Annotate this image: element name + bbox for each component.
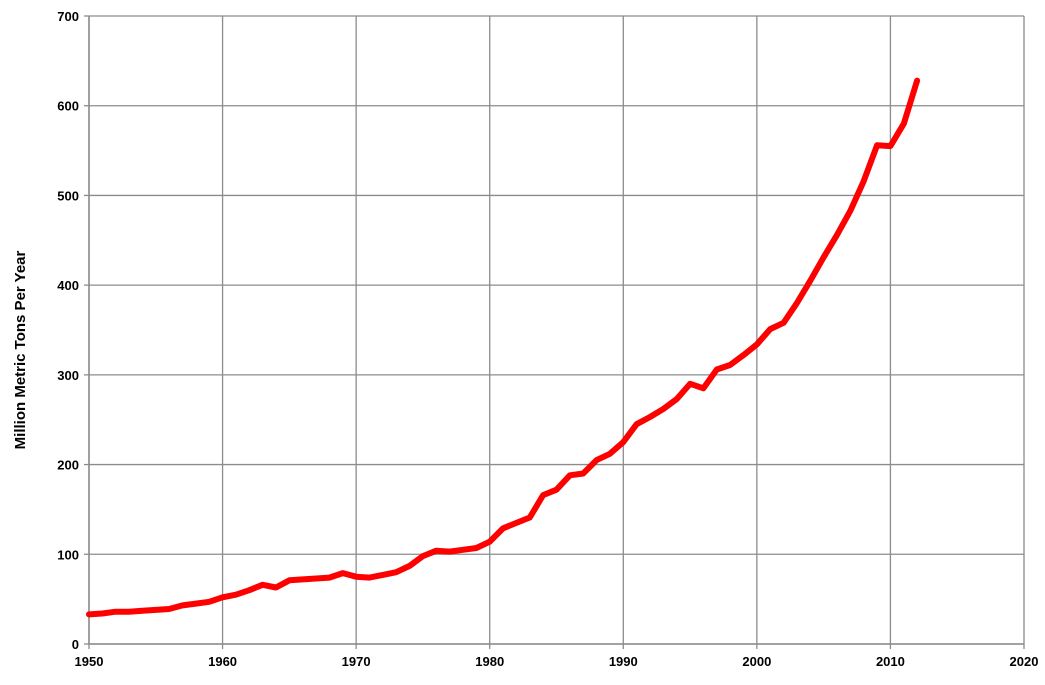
- x-tick-label: 1990: [609, 654, 638, 669]
- grid-lines: [88, 15, 1025, 645]
- x-tick-label: 1950: [75, 654, 104, 669]
- axes: [84, 15, 1025, 649]
- x-tick-label: 2020: [1010, 654, 1039, 669]
- y-axis-title: Million Metric Tons Per Year: [12, 251, 29, 450]
- y-tick-label: 0: [72, 637, 79, 652]
- series-layer: [86, 77, 921, 618]
- x-tick-label: 1970: [342, 654, 371, 669]
- y-tick-label: 700: [57, 9, 79, 24]
- x-tick-label: 2010: [876, 654, 905, 669]
- y-tick-label: 200: [57, 458, 79, 473]
- y-tick-label: 500: [57, 188, 79, 203]
- x-tick-label: 2000: [742, 654, 771, 669]
- y-tick-label: 100: [57, 547, 79, 562]
- series-line: [86, 77, 921, 618]
- y-tick-label: 300: [57, 368, 79, 383]
- y-tick-label: 600: [57, 99, 79, 114]
- tick-labels: 0 100 200 300 400 500 600 700 1950 1960 1970 1980 19…: [57, 9, 1038, 669]
- y-tick-label: 400: [57, 278, 79, 293]
- x-tick-label: 1960: [208, 654, 237, 669]
- x-tick-label: 1980: [475, 654, 504, 669]
